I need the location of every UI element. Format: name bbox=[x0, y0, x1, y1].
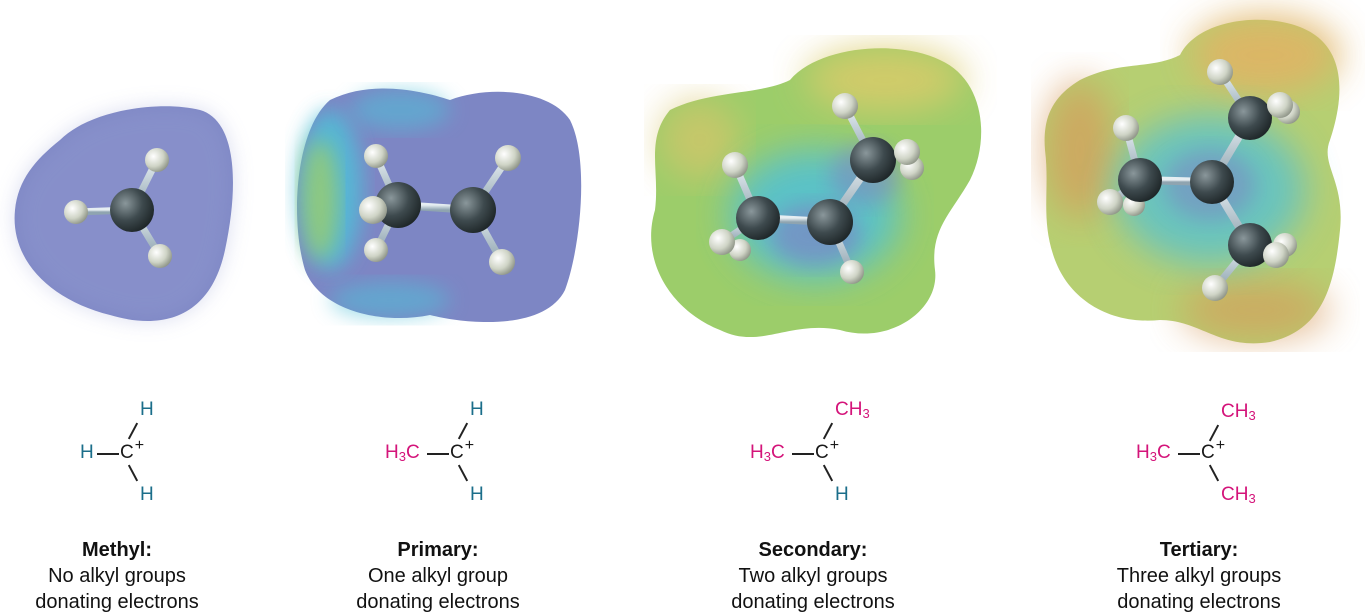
formula-top-ch3: CH3 bbox=[1221, 401, 1256, 423]
formula-center-c: C + bbox=[815, 437, 840, 463]
formula-top-ch3: CH3 bbox=[835, 399, 870, 421]
formula-left-ch3: H3C bbox=[1136, 442, 1171, 464]
caption-line-1: One alkyl group bbox=[367, 565, 509, 587]
formula-left-ch3: H3C bbox=[385, 442, 420, 464]
secondary-caption: Secondary: Two alkyl groups donating ele… bbox=[683, 537, 943, 615]
formula-bottom-h: H bbox=[470, 484, 484, 505]
formula-left-ch3: H3C bbox=[750, 442, 785, 464]
formula-center-c: C + bbox=[450, 437, 475, 463]
formula-left-h: H bbox=[80, 442, 94, 463]
methyl-caption: Methyl: No alkyl groups donating electro… bbox=[0, 537, 247, 615]
tertiary-caption: Tertiary: Three alkyl groups donating el… bbox=[1069, 537, 1329, 615]
caption-title: Methyl: bbox=[82, 539, 152, 561]
primary-electrostatic-map bbox=[297, 88, 582, 323]
secondary-ball-and-stick bbox=[709, 93, 924, 284]
caption-line-1: Three alkyl groups bbox=[1116, 565, 1282, 587]
formula-bottom-h: H bbox=[835, 484, 849, 505]
tertiary-ball-and-stick bbox=[1097, 59, 1300, 301]
tertiary-electrostatic-map bbox=[1044, 15, 1341, 344]
formula-center-c: C + bbox=[120, 437, 145, 463]
caption-title: Primary: bbox=[397, 539, 479, 561]
secondary-panel: CH3 H3C C + H Secondary: Two alkyl groups… bbox=[640, 0, 1000, 614]
caption-line-2: donating electrons bbox=[356, 591, 520, 613]
primary-caption: Primary: One alkyl group donating electr… bbox=[308, 537, 568, 615]
caption-title: Secondary: bbox=[758, 539, 868, 561]
primary-ball-and-stick bbox=[359, 144, 521, 275]
primary-panel: H H3C C + H Primary: One alkyl group dona… bbox=[290, 0, 610, 614]
methyl-ball-and-stick bbox=[64, 148, 172, 268]
caption-line-2: donating electrons bbox=[731, 591, 895, 613]
secondary-electrostatic-map bbox=[651, 48, 982, 338]
formula-top-h: H bbox=[140, 399, 154, 420]
caption-line-2: donating electrons bbox=[35, 591, 199, 613]
methyl-panel: H H C + H Methyl: No alkyl groups donatin… bbox=[0, 0, 340, 614]
caption-line-1: Two alkyl groups bbox=[738, 565, 888, 587]
caption-line-2: donating electrons bbox=[1117, 591, 1281, 613]
formula-top-h: H bbox=[470, 399, 484, 420]
caption-title: Tertiary: bbox=[1159, 539, 1239, 561]
formula-center-c: C + bbox=[1201, 437, 1226, 463]
formula-bottom-ch3: CH3 bbox=[1221, 484, 1256, 506]
tertiary-panel: CH3 H3C C + CH3 Tertiary: Three alkyl gro… bbox=[1040, 0, 1360, 614]
caption-line-1: No alkyl groups bbox=[48, 565, 186, 587]
formula-bottom-h: H bbox=[140, 484, 154, 505]
methyl-electrostatic-map bbox=[14, 106, 233, 322]
